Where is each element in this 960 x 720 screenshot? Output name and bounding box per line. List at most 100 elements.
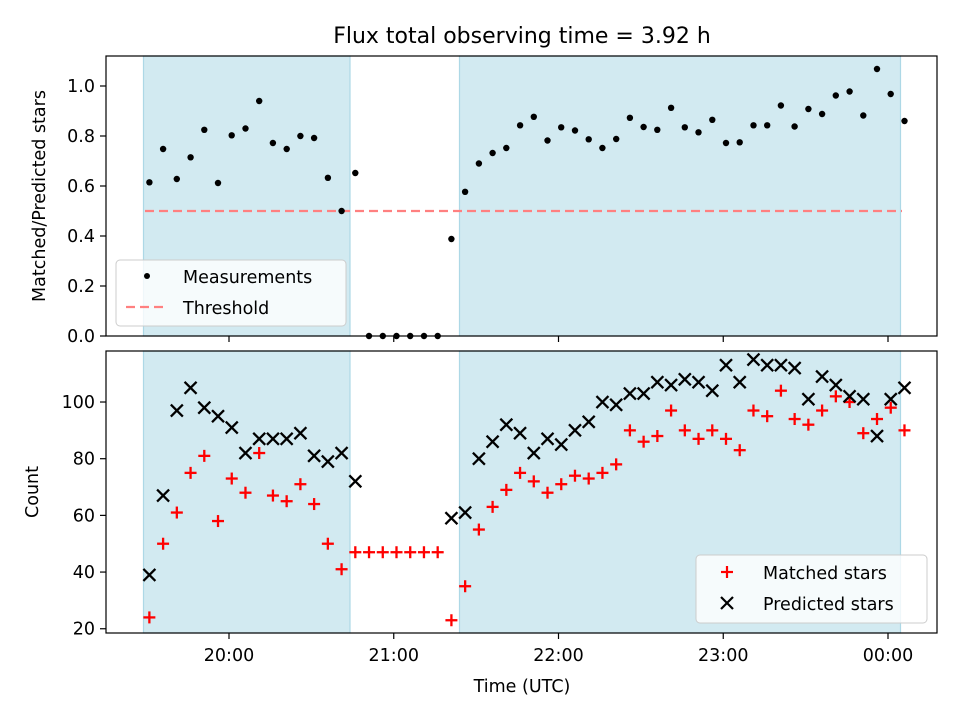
measurement-point xyxy=(283,145,290,153)
bottom-matched-points xyxy=(143,384,911,627)
bottom-x-tick-label: 21:00 xyxy=(369,646,419,666)
predicted-star-point xyxy=(623,386,637,401)
legend-predicted-marker xyxy=(720,596,734,610)
measurement-point xyxy=(201,126,208,133)
matched-star-point xyxy=(239,486,252,499)
predicted-star-point xyxy=(348,474,363,489)
predicted-star-point xyxy=(540,432,555,446)
matched-star-point xyxy=(829,390,842,403)
matched-star-point xyxy=(596,466,609,479)
matched-star-point xyxy=(719,432,732,445)
measurement-point xyxy=(860,112,867,119)
matched-star-point xyxy=(582,472,595,485)
matched-star-point xyxy=(431,546,444,559)
predicted-star-point xyxy=(664,378,678,392)
matched-star-point xyxy=(266,489,279,502)
predicted-star-point xyxy=(252,432,267,446)
measurement-point xyxy=(571,127,579,134)
bottom-legend-box xyxy=(695,554,928,624)
matched-star-point xyxy=(568,469,581,482)
top-y-tick-label: 0.6 xyxy=(67,177,95,197)
measurement-point xyxy=(736,139,743,146)
predicted-star-point xyxy=(568,423,582,438)
measurement-point xyxy=(352,169,359,177)
measurement-point xyxy=(256,97,263,105)
matched-star-point xyxy=(335,563,348,576)
measurement-point xyxy=(338,207,345,215)
bottom-x-tick-label: 00:00 xyxy=(863,646,913,666)
predicted-star-point xyxy=(883,392,898,406)
matched-star-point xyxy=(417,546,430,559)
predicted-star-point xyxy=(334,446,349,460)
predicted-star-point xyxy=(307,449,321,463)
measurement-point xyxy=(503,144,510,152)
predicted-star-point xyxy=(458,505,472,520)
top-y-tick-label: 0.8 xyxy=(67,127,95,147)
measurement-point xyxy=(324,174,332,181)
matched-star-point xyxy=(678,424,691,437)
matched-star-point xyxy=(212,515,225,528)
matched-star-point xyxy=(788,413,801,426)
measurement-point xyxy=(159,145,167,153)
legend-predicted-label: Predicted stars xyxy=(763,595,894,615)
measurement-point xyxy=(461,188,469,195)
bottom-predicted-points xyxy=(142,352,912,582)
top-x-ticks xyxy=(228,336,889,342)
measurement-point xyxy=(846,88,853,95)
measurement-point xyxy=(764,122,771,129)
measurement-point xyxy=(722,139,730,147)
top-legend-box xyxy=(115,259,347,327)
legend-measurements-label: Measurements xyxy=(183,268,312,288)
measurement-point xyxy=(146,179,153,186)
predicted-star-point xyxy=(197,400,212,415)
matched-star-point xyxy=(651,430,664,443)
matched-star-point xyxy=(761,410,774,423)
bottom-x-tick-label: 23:00 xyxy=(698,646,748,666)
predicted-star-point xyxy=(801,392,816,406)
bottom-x-ticks: 20:00 21:00 22:00 23:00 00:00 xyxy=(204,633,913,666)
measurement-point xyxy=(805,105,812,113)
matched-star-point xyxy=(706,424,719,437)
measurement-point xyxy=(777,102,785,109)
matched-star-point xyxy=(198,449,211,462)
measurement-point xyxy=(475,160,483,167)
matched-star-point xyxy=(404,546,417,559)
bottom-legend: Matched stars Predicted stars xyxy=(695,554,928,624)
predicted-star-point xyxy=(760,358,774,372)
predicted-star-point xyxy=(321,454,335,469)
predicted-star-point xyxy=(444,511,459,526)
legend-matched-label: Matched stars xyxy=(763,564,887,584)
matched-star-point xyxy=(349,546,362,559)
matched-star-point xyxy=(514,466,527,479)
legend-measurement-marker xyxy=(144,273,150,279)
measurement-point xyxy=(310,134,318,142)
measurement-point xyxy=(901,117,908,125)
matched-star-point xyxy=(747,404,760,417)
top-panel: 0.0 0.2 0.4 0.6 0.8 1.0 Matched/Predicted sta… xyxy=(30,55,938,347)
top-axes-frame xyxy=(105,55,938,337)
matched-star-point xyxy=(280,495,293,508)
predicted-star-point xyxy=(774,358,788,372)
legend-threshold-label: Threshold xyxy=(182,299,269,319)
measurement-point xyxy=(626,114,634,122)
predicted-star-point xyxy=(856,392,871,406)
bottom-y-tick-label: 80 xyxy=(73,450,95,470)
predicted-star-point xyxy=(787,361,802,375)
bottom-y-tick-label: 40 xyxy=(73,563,95,583)
predicted-star-point xyxy=(705,383,720,398)
matched-star-point xyxy=(253,447,266,460)
measurement-point xyxy=(173,175,180,183)
measurement-point xyxy=(297,132,304,140)
measurement-point xyxy=(750,122,757,129)
predicted-star-point xyxy=(513,426,527,441)
matched-star-point xyxy=(376,546,389,559)
legend-matched-marker xyxy=(721,566,733,578)
matched-star-point xyxy=(610,458,623,471)
matched-star-point xyxy=(555,478,568,491)
matched-star-point xyxy=(884,401,897,414)
predicted-star-point xyxy=(279,432,294,446)
predicted-star-point xyxy=(554,437,569,452)
predicted-star-point xyxy=(266,432,280,446)
matched-star-point xyxy=(857,427,870,440)
